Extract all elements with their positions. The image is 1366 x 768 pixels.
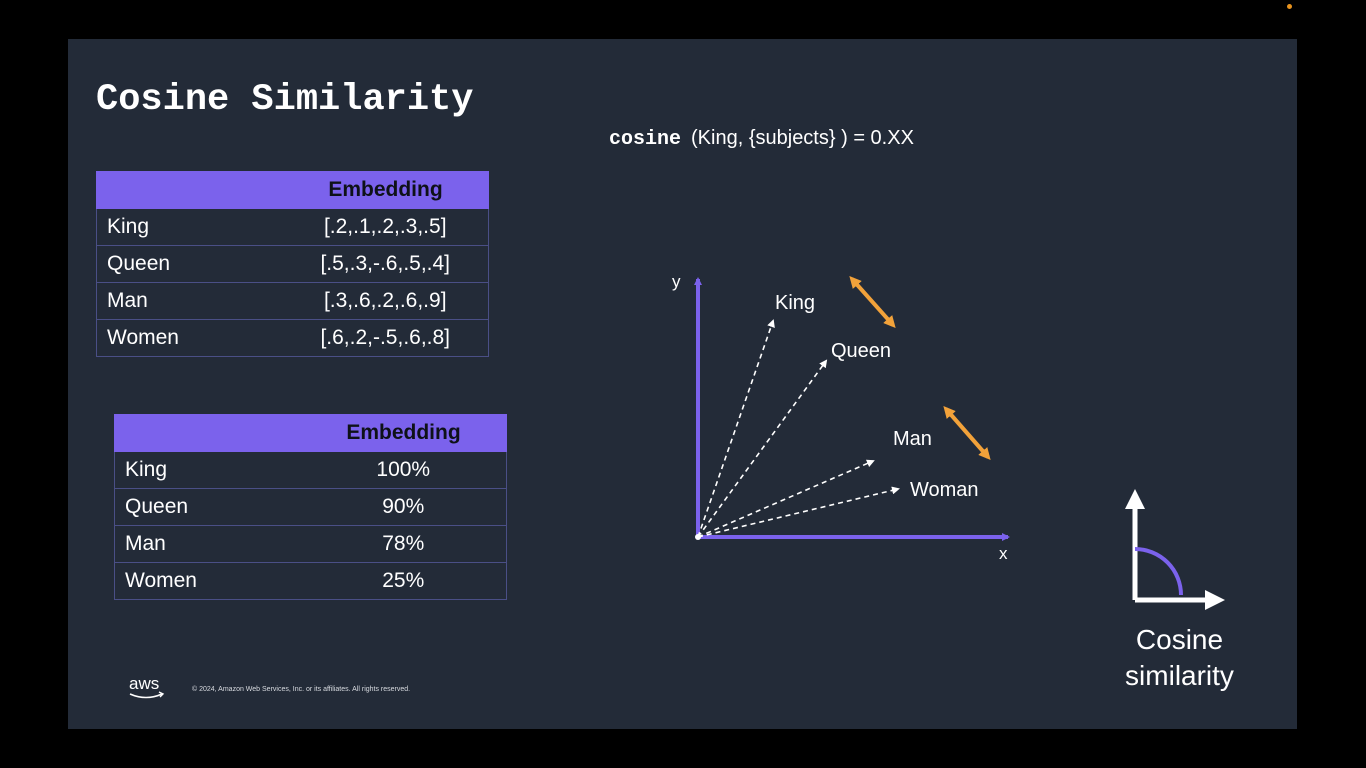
recording-indicator-dot [1287, 4, 1292, 9]
word-cell: Queen [96, 245, 283, 283]
copyright-notice: © 2024, Amazon Web Services, Inc. or its… [192, 686, 411, 693]
cosine-similarity-icon [1125, 489, 1225, 610]
x-axis-label: x [999, 544, 1008, 563]
similarity-cell: 25% [300, 562, 507, 600]
similarity-cell: 100% [300, 451, 507, 489]
aws-logo: aws [129, 674, 165, 699]
formula-args: (King, {subjects} ) = 0.XX [691, 127, 914, 149]
table-row: King 100% [114, 451, 507, 489]
table-row: Queen 90% [114, 488, 507, 526]
vector-label-king: King [775, 292, 815, 314]
vector-woman [697, 486, 900, 538]
header-cell-embedding: Embedding [300, 414, 507, 452]
word-cell: Women [96, 319, 283, 357]
word-cell: King [114, 451, 301, 489]
header-cell-word [114, 414, 301, 452]
table-row: Women [.6,.2,-.5,.6,.8] [96, 319, 489, 357]
similarity-arrow-king-queen [849, 276, 896, 328]
vector-label-queen: Queen [831, 340, 891, 362]
vector-queen [697, 359, 828, 538]
word-cell: Women [114, 562, 301, 600]
table-header-row: Embedding [96, 171, 489, 209]
table-row: Women 25% [114, 562, 507, 600]
vector-cell: [.6,.2,-.5,.6,.8] [282, 319, 489, 357]
table-row: Man [.3,.6,.2,.6,.9] [96, 282, 489, 320]
cosine-similarity-label: Cosine similarity [1098, 622, 1261, 694]
similarity-arrow-man-woman [943, 405, 991, 461]
slide-title: Cosine Similarity [96, 79, 474, 121]
aws-logo-text: aws [129, 674, 159, 693]
vector-diagram: y x King Queen Man Woman [672, 272, 1225, 610]
cosine-formula: cosine (King, {subjects} ) = 0.XX [609, 127, 914, 151]
origin-point [695, 534, 701, 540]
vector-king [697, 319, 775, 538]
vector-label-man: Man [893, 428, 932, 450]
cosine-label-line2: similarity [1125, 660, 1234, 691]
vector-cell: [.2,.1,.2,.3,.5] [282, 208, 489, 246]
cosine-label-line1: Cosine [1135, 624, 1224, 655]
table-row: Queen [.5,.3,-.6,.5,.4] [96, 245, 489, 283]
embedding-table: Embedding King [.2,.1,.2,.3,.5] Queen [.… [96, 171, 489, 357]
table-row: Man 78% [114, 525, 507, 563]
similarity-cell: 90% [300, 488, 507, 526]
word-cell: Man [114, 525, 301, 563]
similarity-table: Embedding King 100% Queen 90% Man 78% Wo… [114, 414, 507, 600]
vector-label-woman: Woman [910, 479, 979, 501]
table-row: King [.2,.1,.2,.3,.5] [96, 208, 489, 246]
table-header-row: Embedding [114, 414, 507, 452]
formula-function: cosine [609, 128, 682, 151]
vector-cell: [.5,.3,-.6,.5,.4] [282, 245, 489, 283]
vector-man [697, 459, 875, 538]
slide: Cosine Similarity cosine (King, {subjects… [68, 39, 1297, 729]
vector-cell: [.3,.6,.2,.6,.9] [282, 282, 489, 320]
y-axis-label: y [672, 272, 681, 291]
